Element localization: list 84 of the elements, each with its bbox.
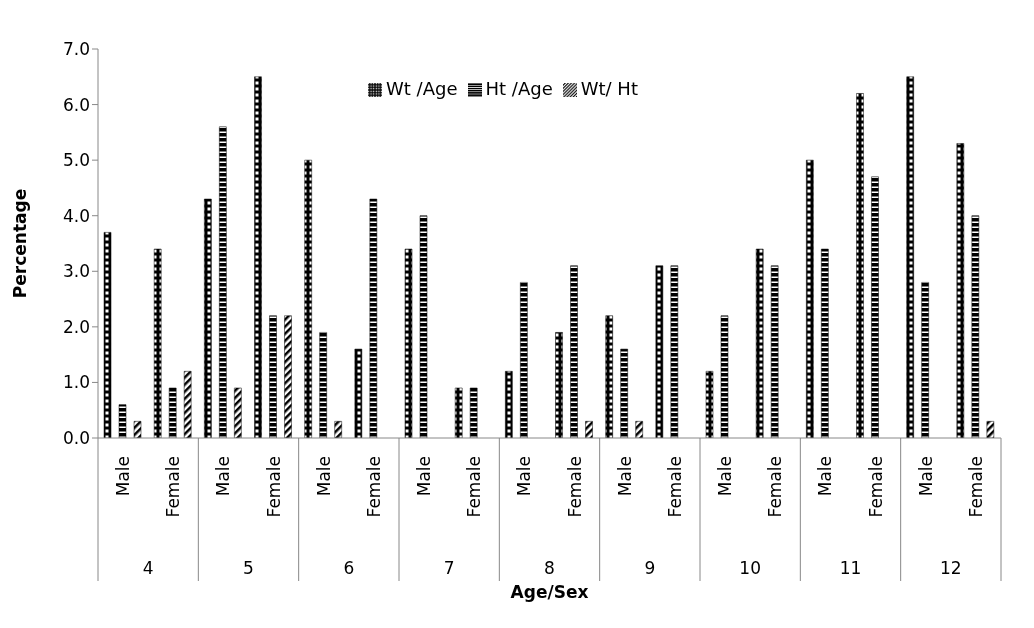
bar (319, 332, 327, 438)
bar (755, 248, 764, 438)
bar (971, 215, 980, 438)
text: 10 (739, 558, 761, 578)
bar (469, 387, 478, 438)
bar (821, 248, 829, 438)
bar (204, 198, 212, 438)
x-tick-label: Male (614, 456, 635, 497)
bar (856, 93, 864, 438)
x-tick-label: Female (564, 456, 585, 518)
bar (118, 404, 127, 438)
bar (183, 371, 192, 438)
legend-label: Wt /Age (386, 78, 458, 99)
text: 5 (243, 558, 254, 578)
text: 6 (343, 558, 355, 578)
bar (806, 159, 814, 438)
text: 11 (839, 558, 862, 578)
bar (234, 387, 242, 438)
bar (871, 176, 879, 438)
bar (153, 248, 162, 438)
bar (269, 315, 277, 438)
y-axis-title: Percentage (10, 188, 31, 299)
x-tick-label: Male (715, 456, 736, 497)
bar (605, 315, 613, 438)
bar (620, 348, 628, 438)
bar (956, 143, 965, 438)
x-tick-label: Female (263, 456, 284, 518)
x-tick-label: Female (163, 456, 184, 518)
text: 12 (940, 558, 962, 578)
x-tick-label: Female (464, 456, 485, 518)
bar (770, 265, 779, 438)
bar (555, 332, 563, 438)
y-tick-label: 3.0 (62, 261, 90, 282)
bar (254, 76, 262, 438)
x-tick-label: Female (664, 456, 685, 518)
bar (103, 232, 112, 438)
legend-label: Wt/ Ht (580, 78, 638, 99)
x-tick-label: Male (815, 456, 836, 497)
bar (369, 198, 378, 438)
bar (219, 126, 227, 438)
text: 8 (544, 558, 555, 578)
y-tick-label: 5.0 (62, 150, 90, 171)
bar (354, 348, 363, 438)
y-tick-label: 2.0 (62, 316, 90, 337)
bar (419, 215, 428, 438)
bar (906, 76, 914, 438)
bar (133, 421, 142, 438)
y-tick-label: 0.0 (62, 428, 90, 449)
text: 4 (142, 558, 154, 578)
bar (304, 159, 312, 438)
x-tick-label: Male (213, 456, 234, 497)
bar (986, 421, 995, 438)
bar (635, 421, 643, 438)
bar (585, 421, 593, 438)
y-tick-label: 7.0 (62, 39, 90, 60)
x-tick-label: Male (514, 456, 535, 497)
text: 9 (644, 558, 656, 578)
x-tick-label: Male (414, 456, 435, 497)
x-tick-label: Male (113, 456, 134, 497)
bar (921, 282, 929, 438)
bar (520, 282, 528, 438)
y-tick-label: 4.0 (62, 205, 90, 226)
bar (168, 387, 177, 438)
x-tick-label: Female (865, 456, 886, 518)
bar (670, 265, 679, 438)
x-tick-label: Female (363, 456, 384, 518)
bar (404, 248, 413, 438)
x-axis-title: Age/Sex (510, 582, 589, 602)
bar (705, 371, 714, 438)
bar (334, 421, 342, 438)
y-tick-label: 6.0 (62, 94, 90, 115)
bar (570, 265, 578, 438)
bar (454, 387, 463, 438)
x-tick-label: Male (313, 456, 334, 497)
bar (720, 315, 729, 438)
x-tick-label: Female (765, 456, 786, 518)
text: 7 (443, 558, 455, 578)
bar (655, 265, 664, 438)
y-tick-label: 1.0 (62, 372, 90, 393)
bar (284, 315, 292, 438)
x-tick-label: Female (965, 456, 986, 518)
x-tick-label: Male (915, 456, 936, 497)
legend-label: Ht /Age (485, 78, 553, 99)
bar (505, 371, 513, 438)
